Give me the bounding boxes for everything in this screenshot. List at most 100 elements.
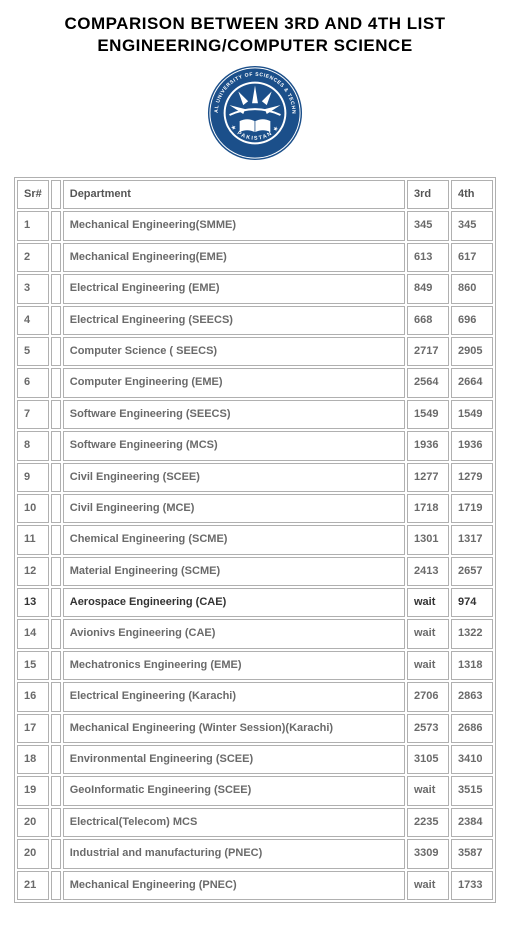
- col-header-4th: 4th: [451, 180, 493, 209]
- cell-sr: 3: [17, 274, 49, 303]
- cell-dept: Mechanical Engineering (PNEC): [63, 871, 405, 900]
- page: COMPARISON BETWEEN 3RD AND 4TH LIST ENGI…: [0, 0, 510, 917]
- cell-sr: 4: [17, 306, 49, 335]
- cell-dept: Civil Engineering (MCE): [63, 494, 405, 523]
- cell-dept: Computer Science ( SEECS): [63, 337, 405, 366]
- cell-gap: [51, 588, 61, 617]
- cell-3rd: 849: [407, 274, 449, 303]
- cell-dept: Mechatronics Engineering (EME): [63, 651, 405, 680]
- cell-dept: Avionivs Engineering (CAE): [63, 619, 405, 648]
- cell-3rd: 2573: [407, 714, 449, 743]
- cell-3rd: 2413: [407, 557, 449, 586]
- cell-dept: Electrical(Telecom) MCS: [63, 808, 405, 837]
- page-title-line2: ENGINEERING/COMPUTER SCIENCE: [14, 36, 496, 56]
- cell-4th: 1719: [451, 494, 493, 523]
- cell-dept: Aerospace Engineering (CAE): [63, 588, 405, 617]
- table-row: 14Avionivs Engineering (CAE)wait1322: [17, 619, 493, 648]
- cell-4th: 3410: [451, 745, 493, 774]
- cell-4th: 2384: [451, 808, 493, 837]
- table-row: 19GeoInformatic Engineering (SCEE)wait35…: [17, 776, 493, 805]
- cell-gap: [51, 651, 61, 680]
- cell-4th: 2905: [451, 337, 493, 366]
- cell-sr: 20: [17, 808, 49, 837]
- cell-3rd: 1549: [407, 400, 449, 429]
- cell-dept: Mechanical Engineering (Winter Session)(…: [63, 714, 405, 743]
- cell-gap: [51, 619, 61, 648]
- cell-sr: 2: [17, 243, 49, 272]
- cell-4th: 3515: [451, 776, 493, 805]
- cell-4th: 696: [451, 306, 493, 335]
- table-row: 17Mechanical Engineering (Winter Session…: [17, 714, 493, 743]
- cell-3rd: 1301: [407, 525, 449, 554]
- table-row: 18Environmental Engineering (SCEE)310534…: [17, 745, 493, 774]
- cell-dept: Computer Engineering (EME): [63, 368, 405, 397]
- cell-sr: 19: [17, 776, 49, 805]
- cell-3rd: 2235: [407, 808, 449, 837]
- cell-sr: 8: [17, 431, 49, 460]
- cell-3rd: 2564: [407, 368, 449, 397]
- cell-sr: 11: [17, 525, 49, 554]
- table-row: 13Aerospace Engineering (CAE)wait974: [17, 588, 493, 617]
- cell-gap: [51, 839, 61, 868]
- table-row: 3Electrical Engineering (EME)849860: [17, 274, 493, 303]
- cell-gap: [51, 808, 61, 837]
- cell-4th: 617: [451, 243, 493, 272]
- cell-gap: [51, 243, 61, 272]
- cell-dept: Environmental Engineering (SCEE): [63, 745, 405, 774]
- cell-4th: 2686: [451, 714, 493, 743]
- cell-3rd: wait: [407, 871, 449, 900]
- cell-dept: GeoInformatic Engineering (SCEE): [63, 776, 405, 805]
- cell-dept: Material Engineering (SCME): [63, 557, 405, 586]
- cell-3rd: 1936: [407, 431, 449, 460]
- table-row: 15Mechatronics Engineering (EME)wait1318: [17, 651, 493, 680]
- cell-dept: Mechanical Engineering(EME): [63, 243, 405, 272]
- col-header-dept: Department: [63, 180, 405, 209]
- table-row: 8Software Engineering (MCS)19361936: [17, 431, 493, 460]
- cell-3rd: 345: [407, 211, 449, 240]
- cell-sr: 14: [17, 619, 49, 648]
- cell-3rd: 1718: [407, 494, 449, 523]
- cell-sr: 7: [17, 400, 49, 429]
- cell-gap: [51, 557, 61, 586]
- cell-4th: 2664: [451, 368, 493, 397]
- cell-sr: 5: [17, 337, 49, 366]
- col-header-sr: Sr#: [17, 180, 49, 209]
- cell-sr: 10: [17, 494, 49, 523]
- table-row: 20 Electrical(Telecom) MCS22352384: [17, 808, 493, 837]
- table-body: 1Mechanical Engineering(SMME)345345 2 Mech…: [17, 211, 493, 900]
- table-row: 1Mechanical Engineering(SMME)345345: [17, 211, 493, 240]
- cell-gap: [51, 714, 61, 743]
- table-row: 7Software Engineering (SEECS)15491549: [17, 400, 493, 429]
- table-row: 10 Civil Engineering (MCE)17181719: [17, 494, 493, 523]
- cell-3rd: 2717: [407, 337, 449, 366]
- col-header-gap: [51, 180, 61, 209]
- col-header-3rd: 3rd: [407, 180, 449, 209]
- cell-4th: 1549: [451, 400, 493, 429]
- cell-4th: 1317: [451, 525, 493, 554]
- page-title-line1: COMPARISON BETWEEN 3RD AND 4TH LIST: [14, 14, 496, 34]
- comparison-table: Sr# Department 3rd 4th 1Mechanical Engin…: [14, 177, 496, 903]
- cell-4th: 1322: [451, 619, 493, 648]
- cell-gap: [51, 682, 61, 711]
- cell-sr: 1: [17, 211, 49, 240]
- cell-sr: 18: [17, 745, 49, 774]
- cell-4th: 974: [451, 588, 493, 617]
- cell-gap: [51, 525, 61, 554]
- cell-4th: 1733: [451, 871, 493, 900]
- cell-gap: [51, 368, 61, 397]
- table-row: 5 Computer Science ( SEECS)27172905: [17, 337, 493, 366]
- table-row: 20Industrial and manufacturing (PNEC)330…: [17, 839, 493, 868]
- cell-dept: Software Engineering (SEECS): [63, 400, 405, 429]
- table-row: 9Civil Engineering (SCEE)12771279: [17, 463, 493, 492]
- cell-gap: [51, 274, 61, 303]
- cell-gap: [51, 871, 61, 900]
- cell-sr: 20: [17, 839, 49, 868]
- cell-sr: 21: [17, 871, 49, 900]
- cell-sr: 15: [17, 651, 49, 680]
- cell-gap: [51, 337, 61, 366]
- cell-3rd: wait: [407, 651, 449, 680]
- cell-3rd: 2706: [407, 682, 449, 711]
- table-row: 21 Mechanical Engineering (PNEC)wait1733: [17, 871, 493, 900]
- cell-gap: [51, 776, 61, 805]
- cell-4th: 1936: [451, 431, 493, 460]
